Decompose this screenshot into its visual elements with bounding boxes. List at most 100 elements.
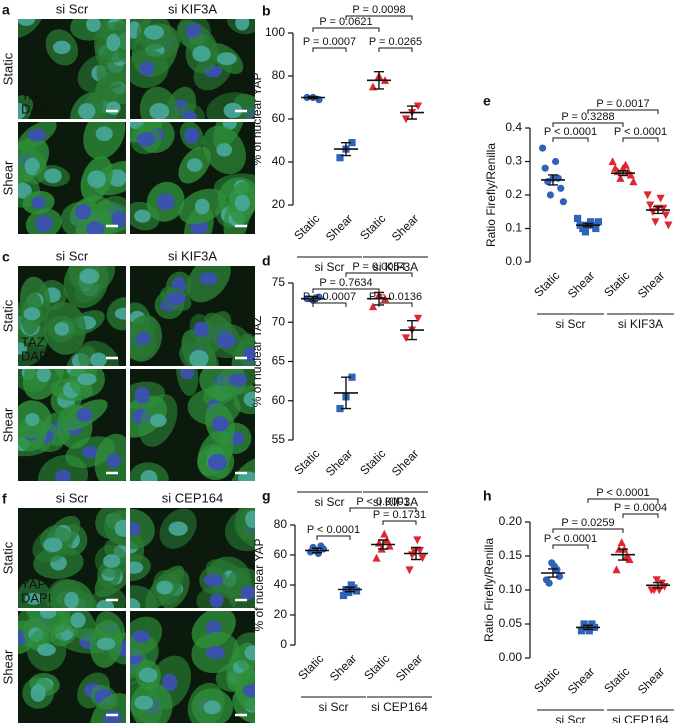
- nucleus: [132, 629, 150, 643]
- error-bar: [308, 295, 318, 302]
- nucleus: [130, 598, 141, 608]
- nucleus: [134, 209, 151, 223]
- data-point: [548, 559, 556, 567]
- data-point: [405, 566, 414, 575]
- nucleus: [70, 612, 86, 628]
- p-value: P = 0.0004: [614, 502, 667, 514]
- nucleus: [79, 268, 100, 284]
- error-bar: [345, 586, 355, 593]
- y-tick-label: 20: [274, 607, 288, 621]
- significance-bracket: [378, 302, 413, 307]
- row-label: Static: [0, 541, 15, 574]
- error-bar: [341, 141, 351, 157]
- nucleus: [76, 408, 93, 423]
- error-bar: [378, 539, 388, 550]
- y-tick-label: 60: [274, 547, 288, 561]
- significance-bracket: [378, 47, 413, 52]
- data-point: [577, 627, 586, 635]
- nucleus: [144, 25, 164, 40]
- nucleus: [30, 684, 46, 702]
- data-point: [552, 157, 560, 166]
- x-tick-label: Static: [291, 211, 322, 242]
- x-tick-label: Static: [357, 211, 388, 242]
- group-label: si CEP164: [612, 713, 669, 723]
- data-point: [347, 581, 355, 589]
- p-value: P = 0.0259: [561, 517, 614, 529]
- micrograph: [18, 19, 126, 119]
- p-value: P = 0.0007: [303, 291, 356, 303]
- nucleus: [103, 554, 121, 568]
- micrograph: [18, 266, 126, 366]
- nucleus: [194, 198, 210, 215]
- data-point: [557, 184, 565, 192]
- nucleus: [82, 446, 99, 459]
- nucleus: [31, 196, 46, 209]
- nucleus: [36, 369, 51, 383]
- p-value: P < 0.0001: [356, 496, 409, 508]
- significance-bracket: [552, 544, 589, 549]
- nucleus: [77, 373, 97, 386]
- nucleus: [103, 710, 122, 723]
- error-bar: [312, 547, 322, 554]
- nucleus: [183, 111, 198, 119]
- micrograph: [18, 369, 126, 481]
- x-tick-label: Shear: [327, 651, 360, 684]
- significance-bracket: [345, 272, 413, 277]
- x-tick-label: Static: [531, 268, 562, 299]
- micrograph: [130, 19, 255, 119]
- y-tick-label: 60: [272, 393, 286, 407]
- x-tick-label: Static: [361, 651, 392, 682]
- row-label: Static: [0, 52, 15, 85]
- nucleus: [52, 40, 71, 55]
- error-bar: [341, 376, 351, 410]
- panel-label: a: [2, 2, 10, 18]
- nucleus: [223, 102, 243, 119]
- stain-label: YAP: [21, 87, 46, 102]
- x-tick-label: Shear: [565, 268, 598, 301]
- significance-bracket: [345, 15, 413, 20]
- nucleus: [203, 700, 221, 715]
- data-point: [372, 553, 381, 562]
- micrograph: [130, 611, 255, 723]
- y-tick-label: 70: [272, 314, 286, 328]
- data-point: [612, 565, 621, 574]
- column-header: si CEP164: [162, 490, 223, 505]
- nucleus: [54, 322, 70, 336]
- nucleus: [180, 369, 195, 380]
- data-point: [664, 221, 673, 230]
- data-point: [348, 139, 356, 147]
- p-value: P < 0.0001: [544, 126, 597, 138]
- nucleus: [74, 204, 92, 220]
- nucleus: [55, 469, 71, 481]
- data-point: [592, 224, 600, 233]
- nucleus: [209, 593, 224, 608]
- nucleus: [139, 61, 155, 77]
- data-point: [574, 214, 582, 223]
- significance-bracket: [312, 302, 347, 307]
- y-tick-label: 0.15: [499, 548, 523, 562]
- y-tick-label: 40: [272, 154, 286, 168]
- error-bar: [308, 95, 318, 100]
- significance-bracket: [382, 520, 417, 525]
- x-tick-label: Shear: [635, 664, 668, 697]
- nucleus: [211, 416, 229, 432]
- nucleus: [140, 470, 158, 481]
- data-point: [616, 174, 625, 182]
- nucleus: [114, 519, 126, 537]
- row-label: Shear: [0, 160, 15, 195]
- data-point: [559, 198, 568, 206]
- x-tick-label: Static: [531, 664, 562, 695]
- nucleus: [203, 574, 224, 587]
- nucleus: [86, 221, 105, 234]
- nucleus: [114, 307, 126, 320]
- micrograph: [130, 508, 255, 608]
- stain-label: YAP: [21, 576, 46, 591]
- p-value: P = 0.3288: [561, 111, 614, 123]
- nucleus: [23, 307, 41, 321]
- panel-label: f: [2, 491, 7, 507]
- nucleus: [216, 143, 233, 157]
- error-bar: [653, 206, 663, 215]
- data-point: [588, 620, 596, 628]
- significance-bracket: [312, 47, 347, 52]
- data-point: [413, 314, 423, 323]
